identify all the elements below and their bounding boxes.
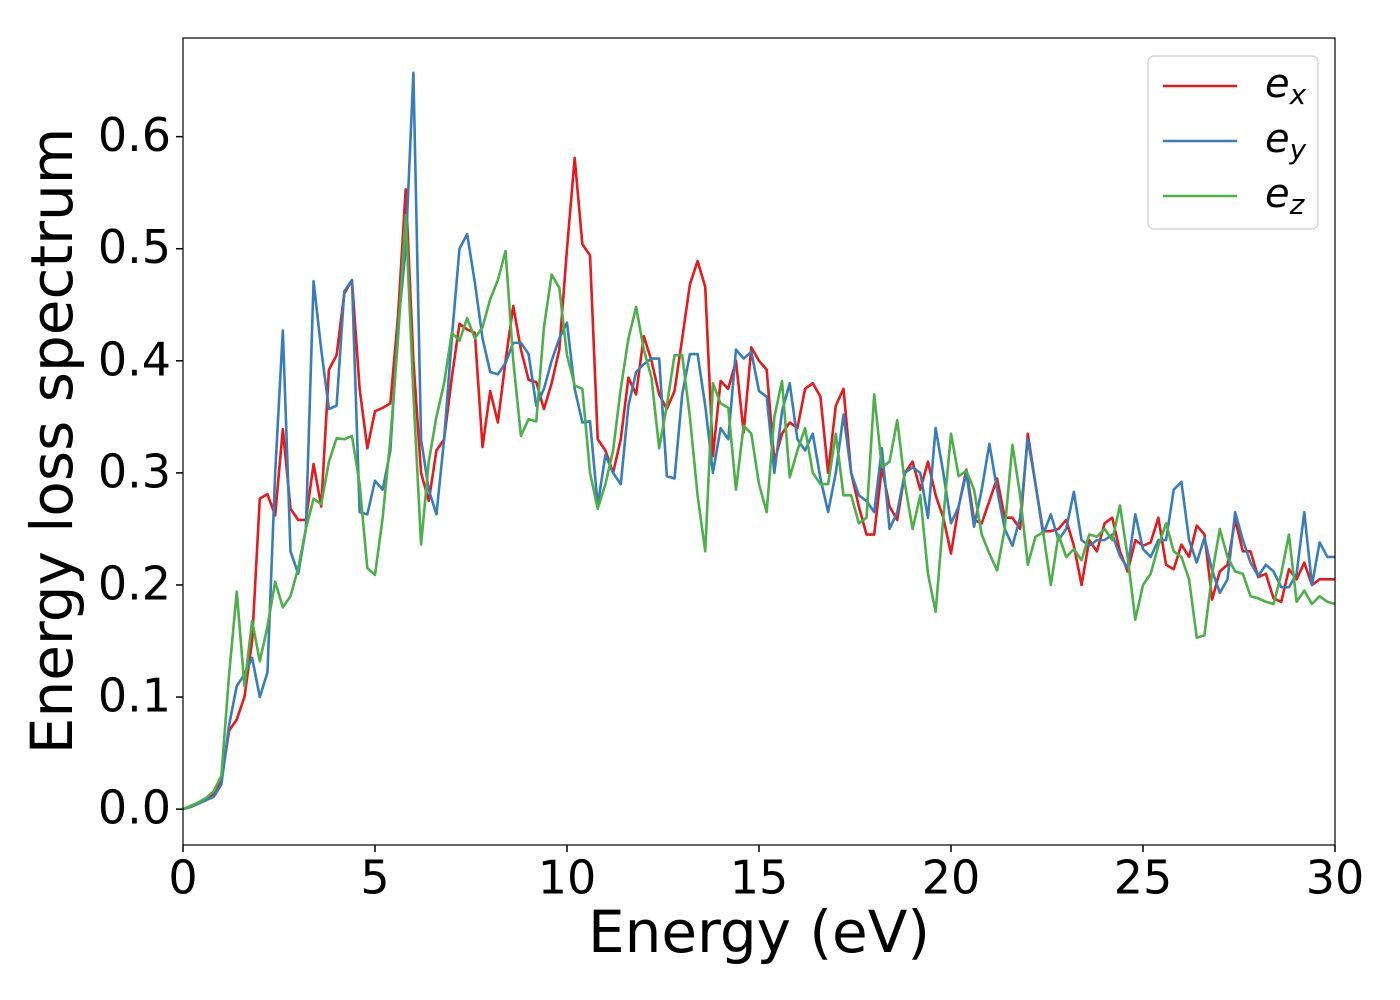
y-tick-label: 0.6 (98, 108, 171, 162)
legend-box (1147, 55, 1319, 230)
data-line (183, 71, 1335, 811)
legend-label: ez (1265, 171, 1306, 221)
x-axis-label: Energy (eV) (588, 898, 930, 966)
x-tick-label: 10 (538, 851, 597, 905)
y-axis-label: Energy loss spectrum (18, 128, 86, 754)
y-tick-label: 0.1 (98, 669, 171, 723)
data-line (183, 213, 1335, 811)
x-tick-label: 30 (1306, 851, 1365, 905)
legend-label: ex (1265, 61, 1307, 111)
y-tick-label: 0.4 (98, 332, 171, 386)
y-tick-label: 0.2 (98, 556, 171, 610)
legend-label: ey (1265, 116, 1307, 166)
x-tick-label: 15 (730, 851, 789, 905)
y-tick-label: 0.5 (98, 220, 171, 274)
x-tick-label: 20 (922, 851, 981, 905)
plot-frame (182, 37, 1336, 846)
y-tick-label: 0.3 (98, 444, 171, 498)
x-tick-label: 5 (360, 851, 389, 905)
x-tick-label: 25 (1114, 851, 1173, 905)
y-tick-label: 0.0 (98, 781, 171, 835)
x-tick-label: 0 (168, 851, 197, 905)
